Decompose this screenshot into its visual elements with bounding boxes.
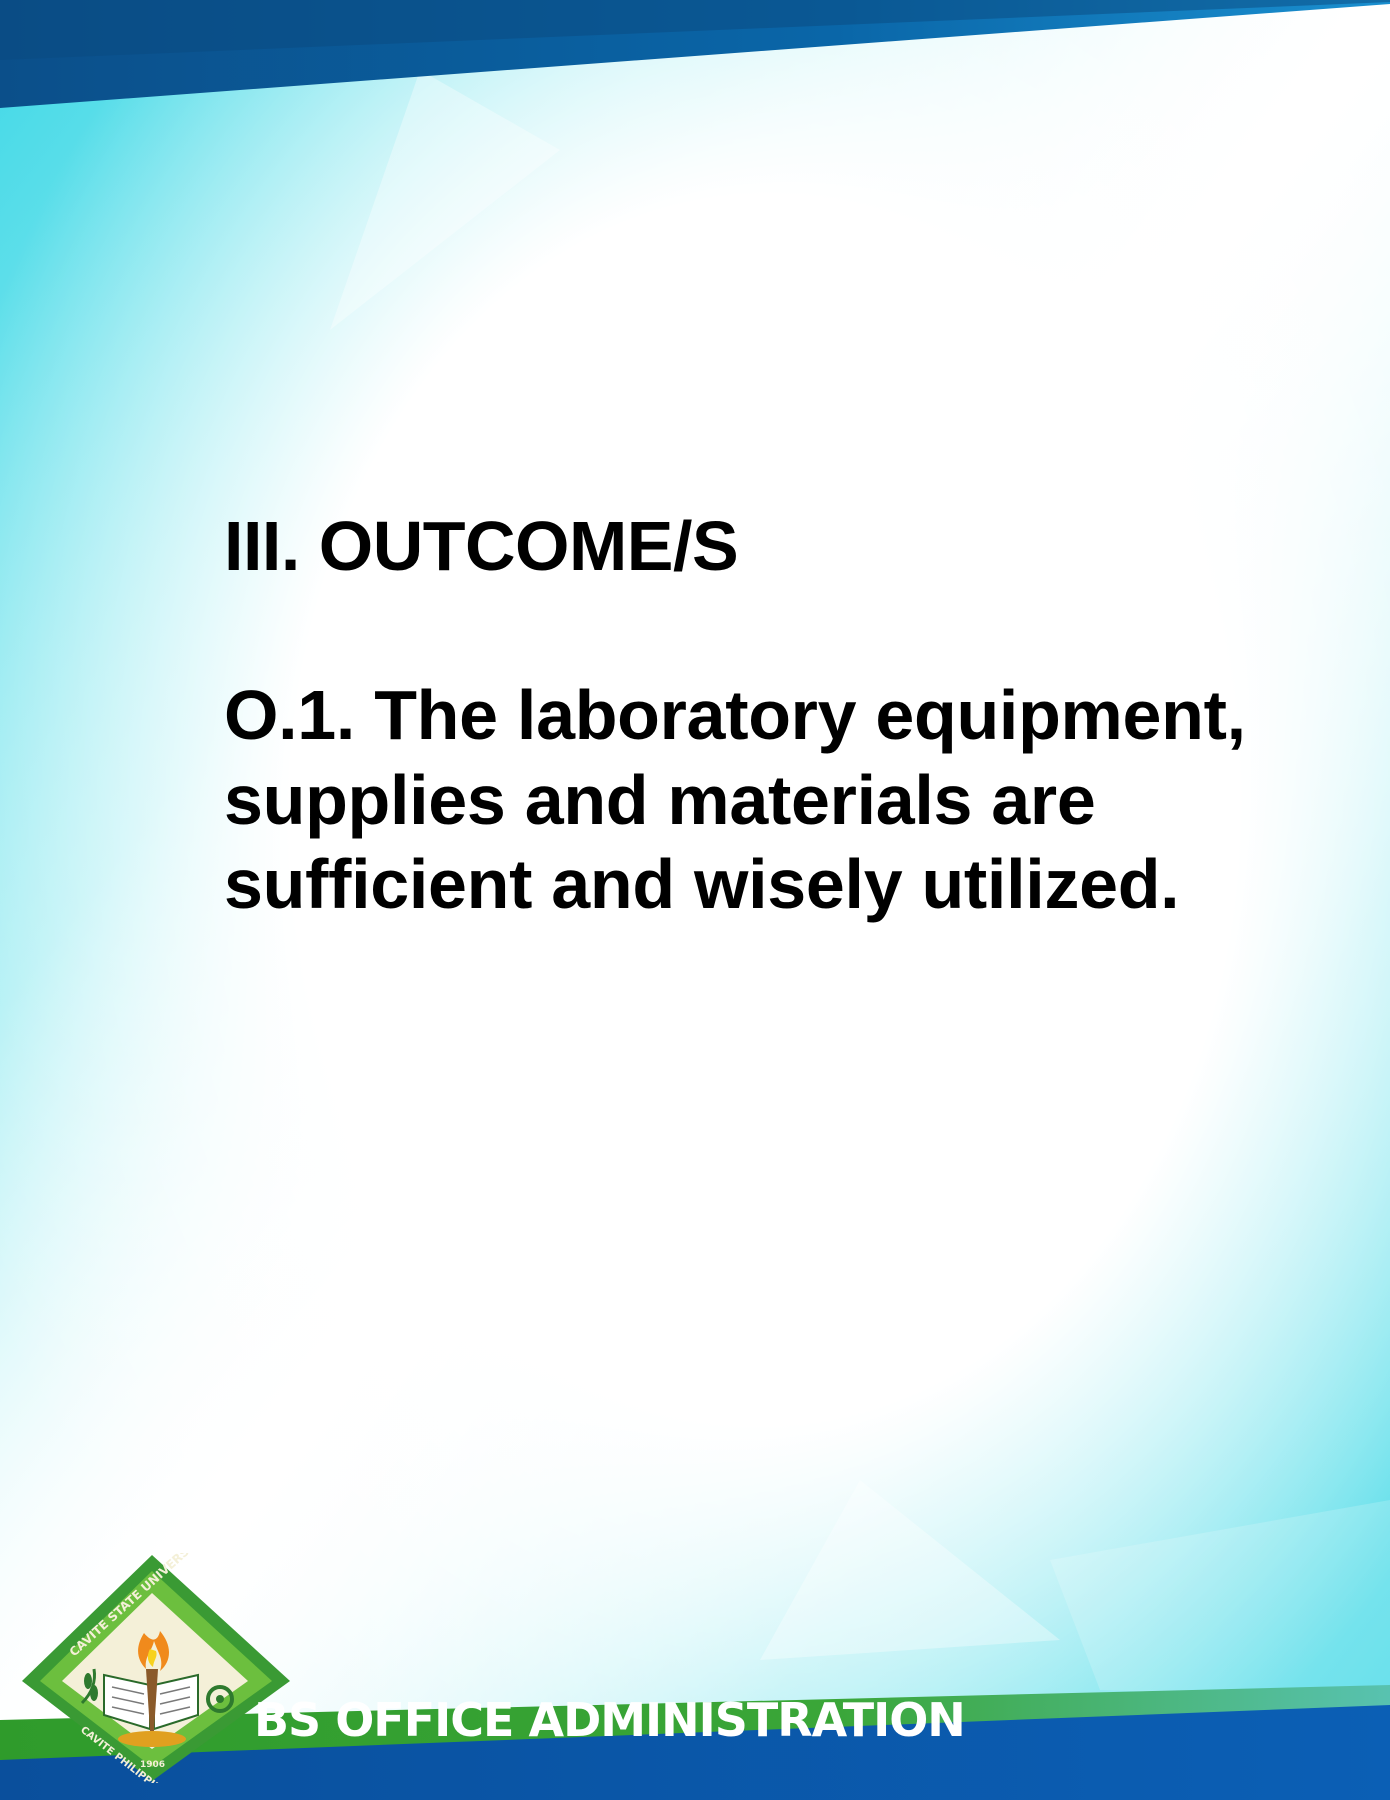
main-content: III. OUTCOME/S O.1. The laboratory equip… (224, 508, 1344, 927)
outcome-statement: O.1. The laboratory equipment, supplies … (224, 676, 1246, 924)
university-seal-icon: CAVITE STATE UNIVERSITY CAVITE PHILIPPIN… (22, 1530, 292, 1800)
section-heading: III. OUTCOME/S (224, 507, 739, 585)
seal-year: 1906 (140, 1760, 165, 1770)
program-title: BS OFFICE ADMINISTRATION (254, 1693, 966, 1747)
